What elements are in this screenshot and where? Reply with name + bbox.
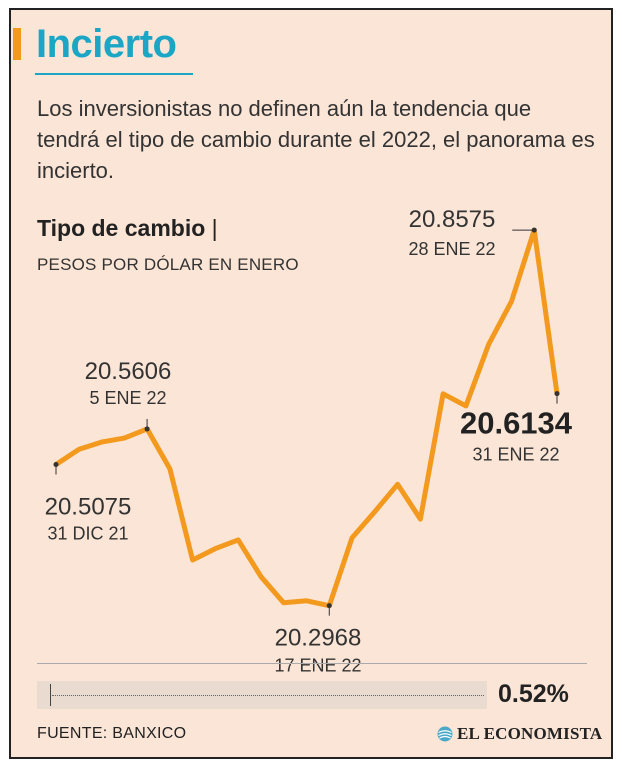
brand-name: EL ECONOMISTA: [457, 724, 603, 743]
annotation-value: 20.5075: [45, 494, 132, 521]
annotation-value: 20.8575: [409, 206, 496, 233]
title-underline: [35, 73, 193, 75]
annotation-value: 20.2968: [275, 625, 362, 652]
annotation-date: 17 ENE 22: [274, 656, 361, 676]
brand-logo: EL ECONOMISTA: [437, 724, 602, 744]
title-accent-bar: [13, 28, 21, 60]
chart-separator: [37, 663, 587, 664]
chart-title: Tipo de cambio |: [37, 215, 218, 242]
change-bar-start-tick: [50, 684, 51, 706]
globe-icon: [437, 726, 453, 742]
change-percent: 0.52%: [498, 680, 569, 708]
source-label: FUENTE: BANXICO: [37, 725, 187, 742]
infographic-card: [9, 8, 613, 759]
annotation-date: 28 ENE 22: [408, 239, 495, 259]
chart-title-divider: |: [211, 215, 218, 241]
annotation-date: 31 DIC 21: [47, 524, 128, 544]
annotation-value: 20.5606: [85, 358, 172, 385]
chart-title-text: Tipo de cambio: [37, 215, 206, 241]
annotation-date: 5 ENE 22: [89, 388, 166, 408]
page-title: Incierto: [36, 22, 177, 66]
series-line: [53, 227, 560, 609]
change-bar-dotted-line: [52, 695, 484, 696]
annotation-date: 31 ENE 22: [472, 445, 559, 465]
chart-unit-label: PESOS POR DÓLAR EN ENERO: [37, 255, 299, 274]
subtitle: Los inversionistas no definen aún la ten…: [37, 96, 595, 183]
annotation-value: 20.6134: [460, 406, 573, 441]
